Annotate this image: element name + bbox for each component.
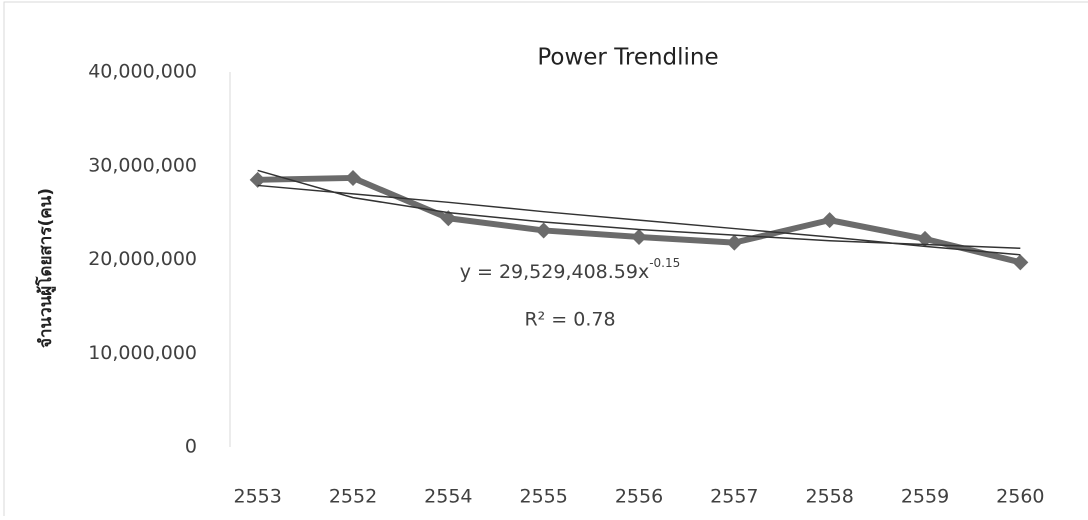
x-tick-label: 2552 (329, 486, 377, 508)
y-tick-label: 30,000,000 (88, 154, 197, 176)
data-marker (917, 230, 933, 247)
x-tick-label: 2559 (901, 486, 949, 508)
data-marker (440, 210, 457, 227)
data-marker (821, 212, 838, 229)
chart-title: Power Trendline (537, 45, 718, 71)
x-tick-label: 2558 (805, 486, 853, 508)
r-squared: R² = 0.78 (524, 309, 615, 331)
x-tick-label: 2557 (710, 486, 758, 508)
y-axis-title: จำนวนผู้โดยสาร(คน) (35, 188, 57, 348)
y-tick-label: 0 (185, 436, 197, 458)
equation-text: y = 29,529,408.59x (460, 261, 650, 283)
data-marker (631, 229, 647, 245)
data-marker (249, 171, 266, 188)
y-tick-label: 10,000,000 (88, 342, 197, 364)
trend-equation: y = 29,529,408.59x-0.15 (460, 256, 681, 283)
equation-exponent: -0.15 (649, 256, 680, 270)
x-tick-label: 2556 (615, 486, 663, 508)
data-marker (1012, 254, 1029, 271)
chart-frame (3, 1, 1088, 520)
y-tick-label: 40,000,000 (88, 61, 197, 83)
y-tick-label: 20,000,000 (88, 248, 197, 270)
trendline (257, 184, 1021, 256)
x-tick-label: 2560 (996, 486, 1044, 508)
data-marker (535, 222, 552, 239)
x-tick-label: 2555 (519, 486, 567, 508)
data-marker (345, 169, 361, 186)
data-marker (726, 234, 743, 251)
x-tick-label: 2553 (233, 486, 281, 508)
x-tick-label: 2554 (424, 486, 472, 508)
